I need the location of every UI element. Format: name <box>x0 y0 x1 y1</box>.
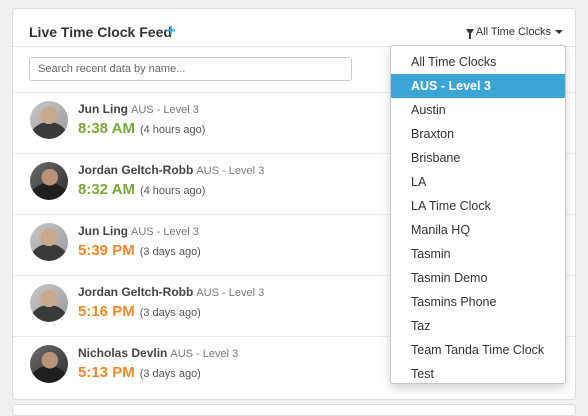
time-clock-filter-button[interactable]: All Time Clocks <box>465 26 563 39</box>
clock-time: 5:39 PM (3 days ago) <box>78 242 201 259</box>
relative-time: (4 hours ago) <box>139 124 206 136</box>
caret-down-icon <box>555 30 563 34</box>
location-label: AUS - Level 3 <box>131 104 199 116</box>
clock-time: 5:13 PM (3 days ago) <box>78 364 201 381</box>
panel-title: Live Time Clock Feed <box>29 24 172 40</box>
clock-time: 8:32 AM (4 hours ago) <box>78 181 206 198</box>
avatar <box>30 223 68 261</box>
time-clock-dropdown-menu: All Time Clocks AUS - Level 3 Austin Bra… <box>390 45 566 384</box>
feed-row: Jordan Geltch-Robb AUS - Level 3 5:16 PM(… <box>13 275 575 336</box>
relative-time: (3 days ago) <box>139 368 201 380</box>
add-time-clock-button[interactable]: + <box>166 21 176 40</box>
dropdown-item-manila-hq[interactable]: Manila HQ <box>411 223 471 237</box>
relative-time: (4 hours ago) <box>139 185 206 197</box>
dropdown-item-austin[interactable]: Austin <box>411 103 446 117</box>
employee-name[interactable]: Jordan Geltch-Robb AUS - Level 3 <box>78 163 265 177</box>
dropdown-item-taz[interactable]: Taz <box>411 319 431 333</box>
avatar <box>30 162 68 200</box>
dropdown-item-brisbane[interactable]: Brisbane <box>411 151 461 165</box>
clock-time: 5:16 PM (3 days ago) <box>78 303 201 320</box>
location-label: AUS - Level 3 <box>131 226 199 238</box>
panel-header: Live Time Clock Feed + All Time Clocks <box>13 9 575 47</box>
dropdown-item-tasmin-demo[interactable]: Tasmin Demo <box>411 271 488 285</box>
feed-row: Jun Ling AUS - Level 3 5:39 PM (3 days ago… <box>13 214 575 275</box>
dropdown-item-test[interactable]: Test <box>411 367 434 381</box>
location-label: AUS - Level 3 <box>196 287 265 299</box>
location-label: AUS - Level 3 <box>170 348 239 360</box>
avatar <box>30 345 68 383</box>
employee-name[interactable]: Nicholas Devlin AUS - Level 3 <box>78 346 239 360</box>
feed-row: Nicholas Devlin AUS - Level 3 5:13 PM (3 d… <box>13 336 575 397</box>
filter-label: All Time Clocks <box>475 26 551 38</box>
feed-row: Jun Ling AUS - Level 3 8:38 AM (4 hours ag… <box>13 92 575 153</box>
avatar <box>30 101 68 139</box>
clock-time: 8:38 AM (4 hours ago) <box>78 120 206 137</box>
dropdown-item-braxton[interactable]: Braxton <box>411 127 455 141</box>
dropdown-item-team-tanda-time-clock[interactable]: Team Tanda Time Clock <box>411 343 545 357</box>
next-panel-edge <box>12 404 576 416</box>
employee-name[interactable]: Jun Ling AUS - Level 3 <box>78 102 199 116</box>
location-label: AUS - Level 3 <box>196 165 265 177</box>
dropdown-item-tasmins-phone[interactable]: Tasmins Phone <box>411 295 497 309</box>
dropdown-item-aus-level-3[interactable]: AUS - Level 3 <box>391 74 565 98</box>
employee-name[interactable]: Jordan Geltch-Robb AUS - Level 3 <box>78 285 265 299</box>
relative-time: (3 days ago) <box>139 307 201 319</box>
search-input[interactable] <box>29 57 352 81</box>
funnel-icon <box>465 29 474 39</box>
dropdown-item-all-time-clocks[interactable]: All Time Clocks <box>411 55 497 69</box>
dropdown-item-la-time-clock[interactable]: LA Time Clock <box>411 199 491 213</box>
dropdown-item-la[interactable]: LA <box>411 175 427 189</box>
feed-row: Jordan Geltch-Robb AUS - Level 3 8:32 AM(… <box>13 153 575 214</box>
avatar <box>30 284 68 322</box>
relative-time: (3 days ago) <box>139 246 201 258</box>
dropdown-item-tasmin[interactable]: Tasmin <box>411 247 451 261</box>
employee-name[interactable]: Jun Ling AUS - Level 3 <box>78 224 199 238</box>
